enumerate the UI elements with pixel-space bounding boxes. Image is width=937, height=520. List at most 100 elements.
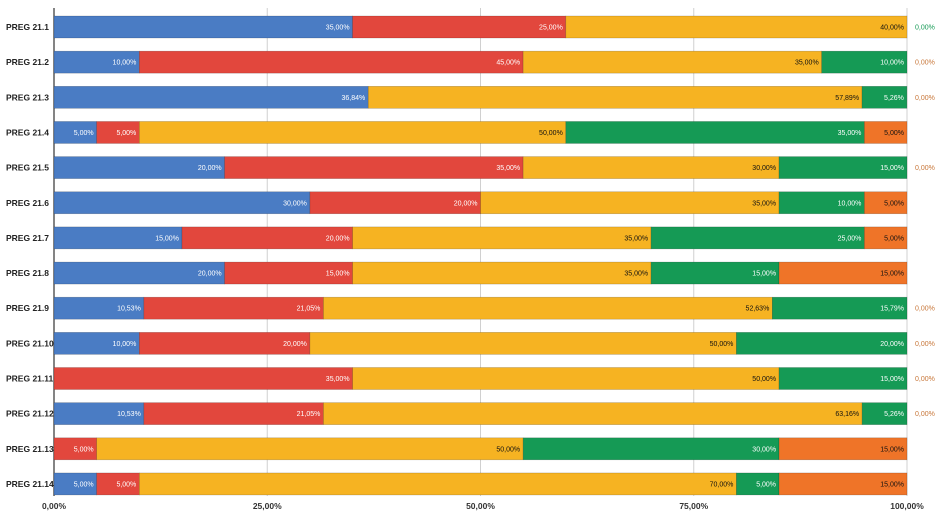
data-label: 40,00%	[880, 25, 904, 32]
data-label: 0,00%	[915, 306, 935, 313]
data-label: 15,00%	[880, 481, 904, 488]
bar-segment	[53, 86, 369, 109]
data-label: 21,05%	[297, 411, 321, 418]
data-label: 36,84%	[341, 95, 365, 102]
bar-segment	[650, 226, 865, 250]
bar-segment	[778, 367, 908, 390]
bar-segment	[96, 437, 524, 461]
category-label: PREG 21.3	[6, 92, 49, 102]
data-label: 25,00%	[539, 25, 563, 32]
bar-segment	[565, 121, 865, 144]
data-label: 20,00%	[283, 341, 307, 348]
bar-segment	[367, 86, 863, 109]
x-tick-label: 0,00%	[42, 501, 67, 511]
data-label: 70,00%	[710, 481, 734, 488]
data-label: 10,00%	[838, 200, 862, 207]
data-label: 5,00%	[116, 130, 136, 137]
bar-segment	[352, 15, 567, 39]
data-label: 10,00%	[113, 341, 137, 348]
bar-segment	[323, 296, 773, 320]
data-label: 25,00%	[838, 235, 862, 242]
x-tick-label: 50,00%	[466, 501, 495, 511]
data-label: 5,26%	[884, 411, 904, 418]
bar-segment	[224, 156, 524, 179]
data-label: 15,00%	[880, 446, 904, 453]
bar-segment	[778, 156, 908, 179]
category-label: PREG 21.9	[6, 303, 49, 313]
data-label: 0,00%	[915, 60, 935, 67]
data-label: 35,00%	[624, 271, 648, 278]
x-tick-label: 100,00%	[890, 501, 924, 511]
bar-segment	[352, 367, 780, 390]
data-label: 35,00%	[496, 165, 520, 172]
data-label: 15,00%	[880, 376, 904, 383]
category-label: PREG 21.7	[6, 233, 49, 243]
data-label: 5,26%	[884, 95, 904, 102]
bar-segment	[565, 15, 908, 39]
bar-segment	[864, 226, 908, 250]
data-label: 0,00%	[915, 411, 935, 418]
data-label: 35,00%	[838, 130, 862, 137]
data-label: 5,00%	[116, 481, 136, 488]
category-label: PREG 21.10	[6, 338, 54, 348]
data-label: 52,63%	[746, 306, 770, 313]
bar-segment	[139, 121, 567, 144]
bar-segment	[736, 332, 908, 355]
bar-segment	[309, 332, 737, 355]
category-label: PREG 21.6	[6, 198, 49, 208]
data-label: 15,00%	[752, 271, 776, 278]
data-label: 20,00%	[326, 235, 350, 242]
bar-segment	[53, 296, 145, 320]
bar-segment	[778, 472, 908, 496]
bar-segment	[864, 191, 908, 215]
category-label: PREG 21.2	[6, 57, 49, 67]
data-label: 30,00%	[752, 165, 776, 172]
bar-segment	[522, 50, 823, 74]
bar-segment	[53, 15, 353, 39]
data-label: 63,16%	[835, 411, 859, 418]
data-label: 50,00%	[752, 376, 776, 383]
data-label: 5,00%	[74, 481, 94, 488]
data-label: 15,00%	[880, 165, 904, 172]
data-label: 0,00%	[915, 341, 935, 348]
data-label: 15,79%	[880, 306, 904, 313]
data-label: 5,00%	[756, 481, 776, 488]
data-label: 5,00%	[884, 200, 904, 207]
data-label: 5,00%	[74, 446, 94, 453]
bar-segment	[139, 50, 524, 74]
data-label: 10,53%	[117, 411, 141, 418]
bar-segment	[772, 296, 908, 320]
data-label: 0,00%	[915, 25, 935, 32]
data-label: 35,00%	[795, 60, 819, 67]
data-label: 50,00%	[710, 341, 734, 348]
bar-segment	[480, 191, 780, 215]
category-label: PREG 21.1	[6, 22, 49, 32]
data-label: 57,89%	[835, 95, 859, 102]
bar-segment	[522, 437, 780, 461]
data-label: 50,00%	[496, 446, 520, 453]
data-label: 0,00%	[915, 165, 935, 172]
data-label: 30,00%	[283, 200, 307, 207]
bar-segment	[522, 156, 780, 179]
data-label: 15,00%	[155, 235, 179, 242]
data-label: 21,05%	[297, 306, 321, 313]
x-tick-label: 75,00%	[679, 501, 708, 511]
data-label: 15,00%	[326, 271, 350, 278]
category-label: PREG 21.13	[6, 444, 54, 454]
data-label: 0,00%	[915, 95, 935, 102]
bar-segment	[864, 121, 908, 144]
data-label: 0,00%	[915, 376, 935, 383]
data-label: 35,00%	[752, 200, 776, 207]
bar-segment	[861, 402, 908, 425]
data-label: 20,00%	[198, 165, 222, 172]
x-tick-label: 25,00%	[253, 501, 282, 511]
bar-segment	[778, 261, 908, 285]
bar-segment	[352, 226, 652, 250]
data-label: 20,00%	[198, 271, 222, 278]
data-label: 5,00%	[74, 130, 94, 137]
bar-segment	[53, 191, 311, 215]
data-label: 15,00%	[880, 271, 904, 278]
bar-segment	[778, 437, 908, 461]
data-label: 30,00%	[752, 446, 776, 453]
